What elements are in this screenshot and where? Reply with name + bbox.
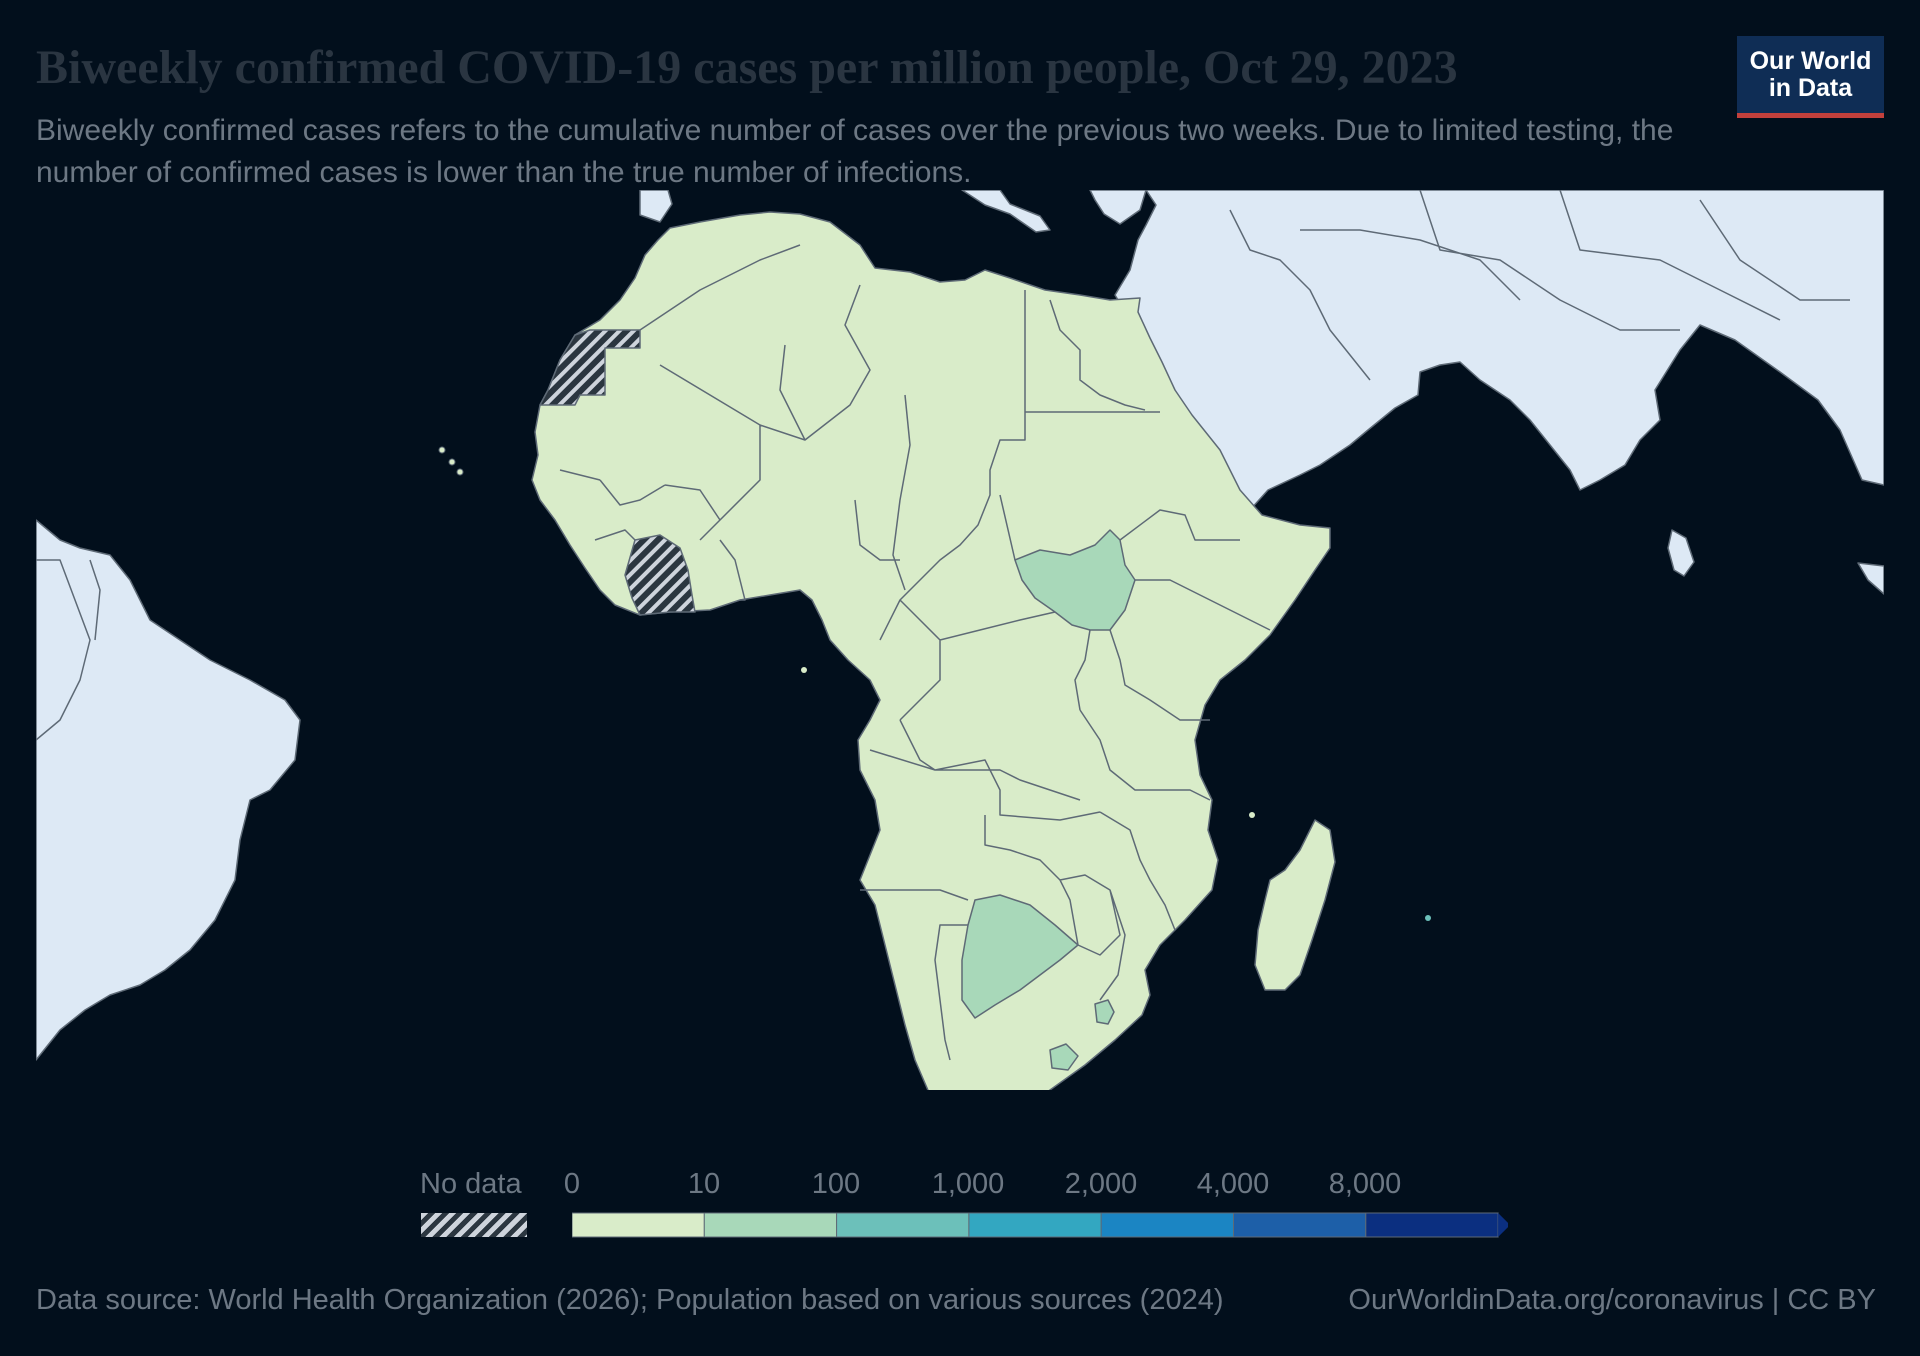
botswana-region bbox=[961, 894, 1079, 1019]
sri-lanka-land bbox=[1667, 529, 1695, 577]
south-america-land bbox=[36, 519, 301, 1061]
cote-divoire-region bbox=[624, 534, 696, 616]
legend-bin-4[interactable] bbox=[1100, 1212, 1235, 1238]
eswatini-region bbox=[1094, 999, 1115, 1025]
mauritius-island bbox=[1425, 915, 1431, 921]
legend-tick-2: 100 bbox=[811, 1168, 861, 1200]
europe-land-greece bbox=[1089, 190, 1147, 225]
legend-no-data-label: No data bbox=[420, 1168, 522, 1200]
legend-bin-1[interactable] bbox=[703, 1212, 838, 1238]
lesotho-region bbox=[1049, 1043, 1079, 1071]
africa-country-borders bbox=[559, 244, 1271, 1061]
europe-land-italy bbox=[961, 190, 1051, 233]
legend-color-scale[interactable] bbox=[572, 1211, 1508, 1241]
legend-no-data-swatch[interactable] bbox=[421, 1213, 527, 1237]
cape-verde-islands bbox=[438, 446, 464, 476]
legend-tick-3: 1,000 bbox=[931, 1168, 1005, 1200]
legend-bin-3[interactable] bbox=[968, 1212, 1102, 1238]
south-america-borders bbox=[36, 559, 101, 741]
legend-tick-0: 0 bbox=[563, 1168, 581, 1200]
owid-logo[interactable]: Our World in Data bbox=[1737, 36, 1884, 118]
indonesia-land bbox=[1857, 562, 1884, 595]
data-source-footer: Data source: World Health Organization (… bbox=[36, 1284, 1224, 1316]
chart-subtitle: Biweekly confirmed cases refers to the c… bbox=[36, 114, 1674, 189]
legend-tick-6: 8,000 bbox=[1328, 1168, 1402, 1200]
legend-tick-4: 2,000 bbox=[1064, 1168, 1138, 1200]
owid-link-footer[interactable]: OurWorldinData.org/coronavirus | CC BY bbox=[1348, 1284, 1876, 1316]
south-sudan-region bbox=[1014, 529, 1136, 631]
legend-bin-6[interactable] bbox=[1365, 1212, 1499, 1238]
madagascar-land bbox=[1254, 819, 1336, 991]
africa-mainland bbox=[531, 211, 1331, 1090]
logo-line-1: Our World bbox=[1749, 46, 1872, 75]
comoros-island bbox=[1249, 812, 1255, 818]
western-sahara-region bbox=[539, 329, 641, 406]
chart-title: Biweekly confirmed COVID-19 cases per mi… bbox=[36, 41, 1458, 94]
logo-line-2: in Data bbox=[1768, 73, 1853, 102]
europe-land bbox=[639, 190, 673, 223]
legend-tick-1: 10 bbox=[687, 1168, 721, 1200]
legend-bin-2[interactable] bbox=[836, 1212, 970, 1238]
sao-tome-island bbox=[801, 667, 807, 673]
legend-tick-5: 4,000 bbox=[1196, 1168, 1270, 1200]
legend-overflow-arrow bbox=[1498, 1213, 1508, 1237]
legend-bin-5[interactable] bbox=[1233, 1212, 1367, 1238]
asia-borders bbox=[1229, 190, 1850, 381]
legend-bin-0[interactable] bbox=[572, 1212, 705, 1238]
